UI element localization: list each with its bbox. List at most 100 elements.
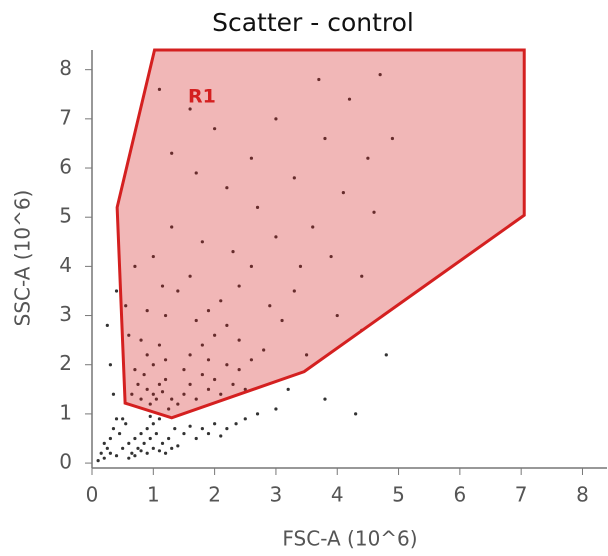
event-point [243, 417, 247, 421]
event-point [200, 343, 204, 347]
event-point [292, 176, 296, 180]
x-tick-label: 7 [515, 483, 528, 507]
x-tick-label: 1 [147, 483, 160, 507]
event-point [329, 254, 333, 259]
event-point [108, 436, 112, 441]
event-point [139, 449, 143, 453]
x-tick-label: 8 [576, 483, 589, 507]
event-point [237, 338, 241, 342]
event-point [182, 368, 186, 372]
event-point [188, 107, 192, 111]
event-point [194, 318, 198, 323]
event-point [274, 407, 278, 411]
event-point [105, 446, 109, 450]
event-point [145, 427, 149, 431]
event-point [127, 456, 131, 460]
event-point [213, 333, 217, 337]
event-point [160, 284, 165, 288]
event-point [170, 397, 174, 401]
event-point [249, 358, 254, 362]
y-tick-label: 5 [59, 204, 72, 228]
event-point [157, 449, 162, 453]
event-point [219, 392, 223, 396]
event-point [154, 431, 158, 436]
event-point [354, 412, 358, 416]
event-point [225, 427, 229, 431]
event-point [237, 368, 241, 372]
event-point [206, 358, 211, 362]
event-point [298, 264, 303, 268]
event-point [304, 353, 309, 357]
event-point [237, 284, 241, 288]
event-point [323, 136, 327, 141]
event-point [157, 87, 162, 91]
event-point [366, 156, 370, 160]
x-tick-label: 3 [270, 483, 283, 507]
event-point [136, 382, 140, 386]
event-point [148, 436, 152, 441]
event-point [360, 274, 364, 278]
event-point [151, 422, 155, 426]
event-point [102, 456, 106, 460]
event-point [268, 304, 272, 308]
event-point [341, 191, 345, 195]
event-point [176, 444, 180, 448]
event-point [200, 240, 204, 244]
x-tick-label: 5 [392, 483, 405, 507]
event-point [206, 387, 211, 391]
event-point [121, 446, 125, 450]
y-tick-label: 7 [59, 105, 72, 129]
event-point [225, 186, 229, 190]
event-point [182, 431, 186, 436]
event-point [127, 441, 131, 446]
event-point [231, 382, 235, 386]
event-point [151, 363, 155, 367]
event-point [311, 225, 315, 229]
event-point [219, 434, 223, 438]
event-point [347, 97, 352, 101]
event-point [154, 397, 158, 401]
event-point [102, 441, 106, 446]
event-point [157, 382, 162, 386]
event-point [274, 117, 278, 121]
event-point [133, 264, 137, 268]
event-point [151, 392, 155, 396]
event-point [206, 309, 211, 313]
event-point [243, 387, 247, 391]
event-point [108, 363, 112, 367]
x-tick-label: 2 [208, 483, 221, 507]
x-tick-label: 6 [453, 483, 466, 507]
event-point [148, 414, 152, 418]
event-point [163, 451, 168, 455]
event-point [384, 353, 388, 357]
event-point [194, 397, 198, 401]
event-point [130, 451, 134, 455]
event-point [188, 424, 192, 428]
event-point [99, 451, 103, 455]
event-point [96, 459, 100, 463]
event-point [139, 397, 143, 401]
event-point [111, 392, 116, 396]
event-point [157, 417, 162, 421]
event-point [160, 441, 165, 446]
event-point [121, 417, 125, 421]
x-tick-label: 0 [86, 483, 99, 507]
event-point [148, 402, 152, 406]
event-point [145, 309, 149, 313]
y-tick-label: 6 [59, 155, 72, 179]
event-point [249, 156, 254, 160]
event-point [127, 333, 131, 337]
y-tick-label: 2 [59, 351, 72, 375]
event-point [335, 313, 339, 318]
event-point [170, 446, 174, 450]
event-point [188, 353, 192, 357]
event-point [182, 392, 186, 396]
event-point [160, 390, 165, 394]
event-point [139, 338, 143, 342]
event-point [157, 343, 162, 347]
event-point [274, 235, 278, 239]
event-point [231, 250, 235, 254]
event-point [206, 431, 211, 436]
y-tick-label: 8 [59, 56, 72, 80]
